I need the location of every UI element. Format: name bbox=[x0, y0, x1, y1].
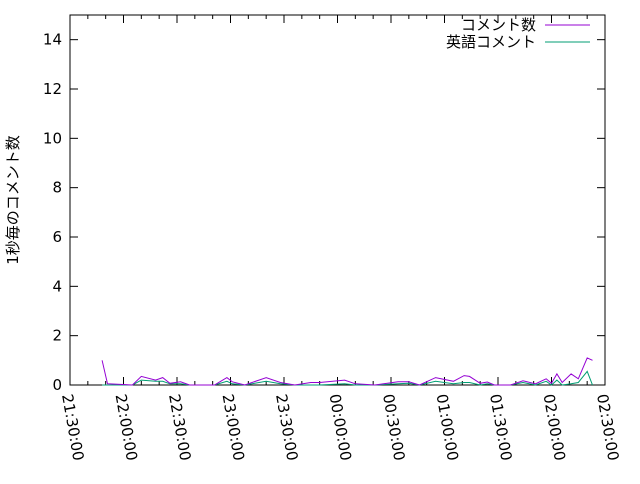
y-tick-label: 6 bbox=[52, 228, 62, 246]
x-tick-label: 22:30:00 bbox=[165, 393, 194, 462]
plot-border bbox=[69, 14, 606, 386]
series-line bbox=[101, 357, 593, 386]
x-tick-label: 23:30:00 bbox=[272, 393, 301, 462]
y-tick-label: 2 bbox=[52, 327, 62, 345]
legend-label: コメント数 bbox=[461, 16, 536, 34]
y-tick-label: 8 bbox=[52, 179, 62, 197]
series-line bbox=[102, 370, 593, 386]
y-axis-label: 1秒毎のコメント数 bbox=[4, 135, 22, 265]
x-tick-label: 01:00:00 bbox=[433, 393, 462, 462]
x-tick-label: 00:30:00 bbox=[379, 393, 408, 462]
y-tick-label: 4 bbox=[52, 277, 62, 295]
legend-label: 英語コメント bbox=[446, 33, 536, 51]
x-tick-label: 01:30:00 bbox=[486, 393, 515, 462]
y-tick-label: 14 bbox=[43, 31, 62, 49]
series-lines bbox=[101, 357, 593, 386]
x-tick-label: 02:30:00 bbox=[593, 393, 622, 462]
x-tick-label: 02:00:00 bbox=[540, 393, 569, 462]
y-tick-label: 0 bbox=[52, 376, 62, 394]
x-tick-label: 21:30:00 bbox=[58, 393, 87, 462]
x-tick-label: 23:00:00 bbox=[219, 393, 248, 462]
x-tick-label: 22:00:00 bbox=[112, 393, 141, 462]
x-tick-label: 00:00:00 bbox=[326, 393, 355, 462]
axes: 0 2 4 6 8 10 12 14 21:30:00 22:00:00 22:30:00 23:00… bbox=[43, 14, 622, 462]
y-tick-label: 12 bbox=[43, 80, 62, 98]
y-tick-label: 10 bbox=[43, 129, 62, 147]
